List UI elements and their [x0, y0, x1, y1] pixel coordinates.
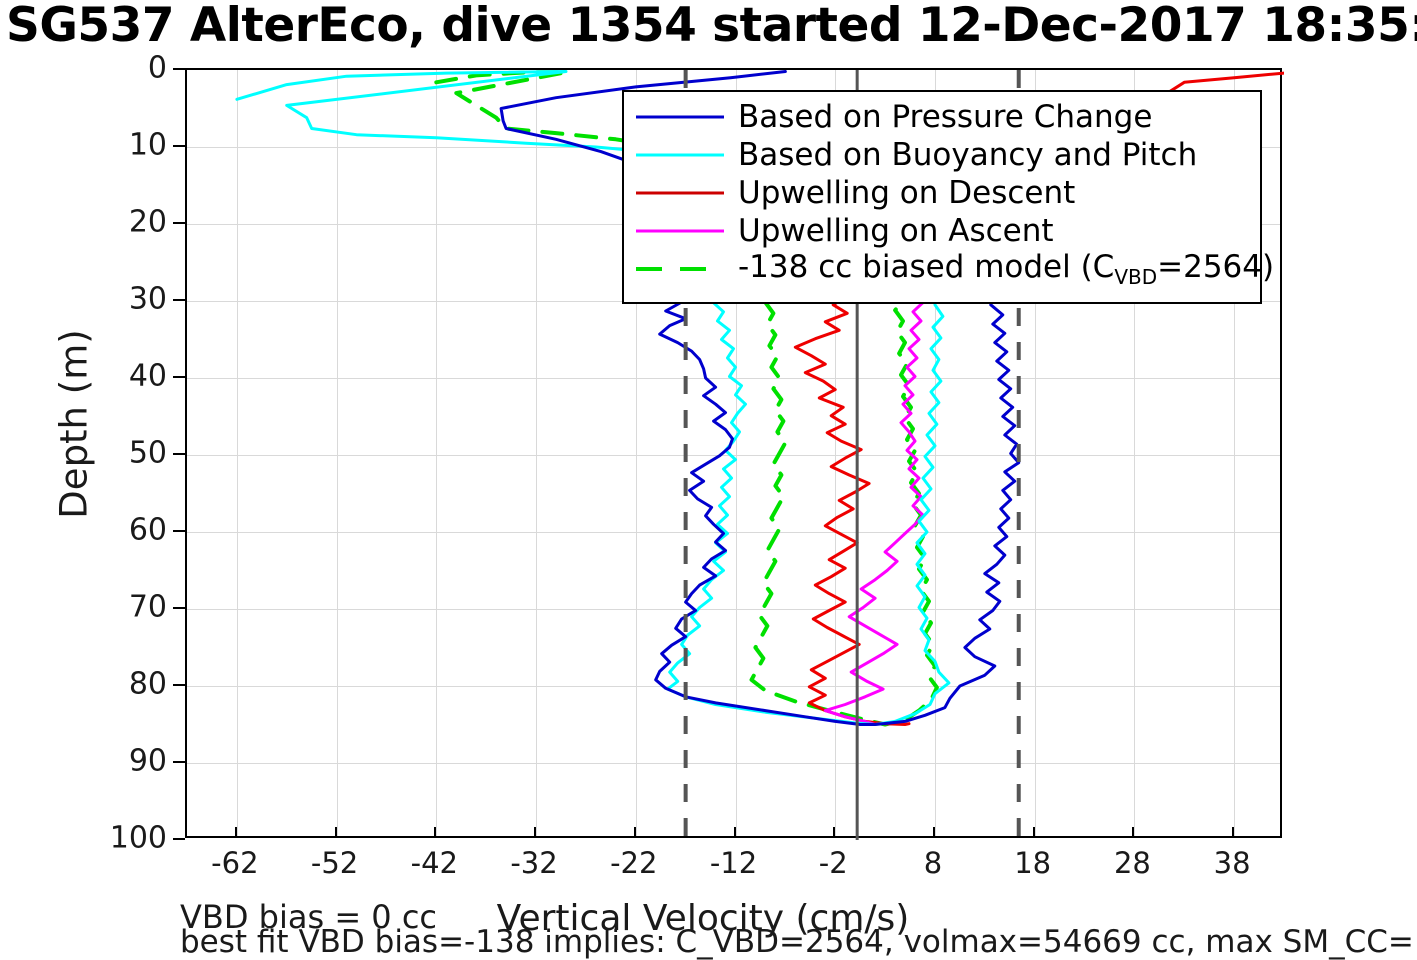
x-tick-label: -12 [709, 846, 758, 880]
figure-title: SG537 AlterEco, dive 1354 started 12-Dec… [0, 0, 1417, 54]
x-tick-mark [534, 827, 537, 838]
gridline-horizontal [187, 532, 1280, 533]
legend-item[interactable]: Upwelling on Ascent [634, 212, 1250, 250]
x-tick-label: 38 [1213, 846, 1251, 880]
legend-label: Based on Buoyancy and Pitch [738, 137, 1198, 173]
x-tick-label: -2 [818, 846, 848, 880]
x-tick-mark [1032, 827, 1035, 838]
y-tick-label: 80 [128, 666, 167, 702]
x-tick-mark [234, 827, 237, 838]
series-line-138-cc-biased-model-c-vbd-2564 [434, 70, 939, 727]
gridline-vertical [1034, 70, 1036, 836]
y-tick-label: 100 [109, 820, 167, 856]
vbd-bias-note: VBD bias = 0 cc [180, 898, 438, 936]
y-tick-mark [173, 453, 185, 455]
legend-label-subscript: VBD [1114, 265, 1158, 289]
x-tick-mark [932, 827, 935, 838]
y-tick-label: 30 [128, 281, 167, 317]
gridline-horizontal [187, 686, 1280, 687]
series-line-upwelling-on-ascent [823, 301, 925, 726]
y-tick-mark [173, 376, 185, 378]
y-tick-mark [173, 838, 185, 840]
legend-label: Based on Pressure Change [738, 99, 1153, 135]
legend-item[interactable]: Based on Buoyancy and Pitch [634, 136, 1250, 174]
x-tick-mark [1232, 827, 1235, 838]
y-tick-label: 0 [147, 50, 167, 86]
x-tick-mark [1132, 827, 1135, 838]
gridline-vertical [735, 70, 737, 836]
x-tick-label: -22 [610, 846, 658, 880]
gridline-vertical [236, 70, 238, 836]
y-tick-mark [173, 222, 185, 224]
gridline-vertical [835, 70, 837, 836]
y-tick-mark [173, 684, 185, 686]
series-svg [235, 70, 1284, 727]
y-tick-mark [173, 145, 185, 147]
legend-box[interactable]: Based on Pressure Change Based on Buoyanc… [622, 90, 1274, 304]
y-tick-mark [173, 607, 185, 609]
legend-line-swatch [634, 145, 726, 165]
legend-item[interactable]: Upwelling on Descent [634, 174, 1250, 212]
x-tick-label: 28 [1113, 846, 1151, 880]
y-tick-label: 50 [128, 435, 167, 471]
x-tick-label: 8 [923, 846, 943, 880]
x-axis-label: Vertical Velocity (cm/s) [496, 898, 910, 939]
series-line-based-on-pressure-change [499, 70, 1021, 726]
gridline-vertical [1134, 70, 1136, 836]
x-tick-mark [633, 827, 636, 838]
legend-item[interactable]: -138 cc biased model (CVBD=2564) [634, 249, 1274, 289]
x-tick-mark [434, 827, 437, 838]
x-tick-label: -62 [211, 846, 259, 880]
y-tick-mark [173, 530, 185, 532]
y-tick-mark [173, 761, 185, 763]
x-tick-mark [334, 827, 337, 838]
gridline-horizontal [187, 455, 1280, 456]
y-tick-label: 60 [128, 512, 167, 548]
x-tick-label: -32 [510, 846, 558, 880]
gridline-horizontal [187, 763, 1280, 764]
legend-line-swatch [634, 221, 726, 241]
legend-line-swatch [634, 259, 726, 279]
gridline-vertical [934, 70, 936, 836]
y-tick-label: 10 [128, 127, 167, 163]
best-fit-note: best fit VBD bias=-138 implies: C_VBD=25… [180, 924, 1414, 960]
x-tick-mark [733, 827, 736, 838]
gridline-horizontal [187, 609, 1280, 610]
x-tick-label: -52 [310, 846, 359, 880]
gridline-vertical [1234, 70, 1236, 836]
gridline-vertical [336, 70, 338, 836]
legend-line-swatch [634, 183, 726, 203]
y-axis-label: Depth (m) [52, 329, 96, 519]
gridline-vertical [635, 70, 637, 836]
y-tick-label: 90 [128, 743, 167, 779]
x-tick-mark [833, 827, 836, 838]
y-tick-label: 70 [128, 589, 167, 625]
legend-label: Upwelling on Ascent [738, 213, 1054, 249]
legend-item[interactable]: Based on Pressure Change [634, 98, 1250, 136]
legend-line-swatch [634, 107, 726, 127]
y-tick-label: 40 [128, 358, 167, 394]
legend-label: -138 cc biased model (CVBD=2564) [738, 249, 1275, 289]
y-tick-mark [173, 299, 185, 301]
legend-label: Upwelling on Descent [738, 175, 1076, 211]
gridline-vertical [536, 70, 538, 836]
y-tick-label: 20 [128, 204, 167, 240]
x-tick-label: 18 [1014, 846, 1052, 880]
x-tick-label: -42 [410, 846, 458, 880]
data-layer [187, 70, 1284, 836]
y-tick-mark [173, 68, 185, 70]
series-line-upwelling-on-descent [793, 71, 1284, 726]
figure-title-text: SG537 AlterEco, dive 1354 started 12-Dec… [6, 0, 1417, 53]
gridline-vertical [436, 70, 438, 836]
